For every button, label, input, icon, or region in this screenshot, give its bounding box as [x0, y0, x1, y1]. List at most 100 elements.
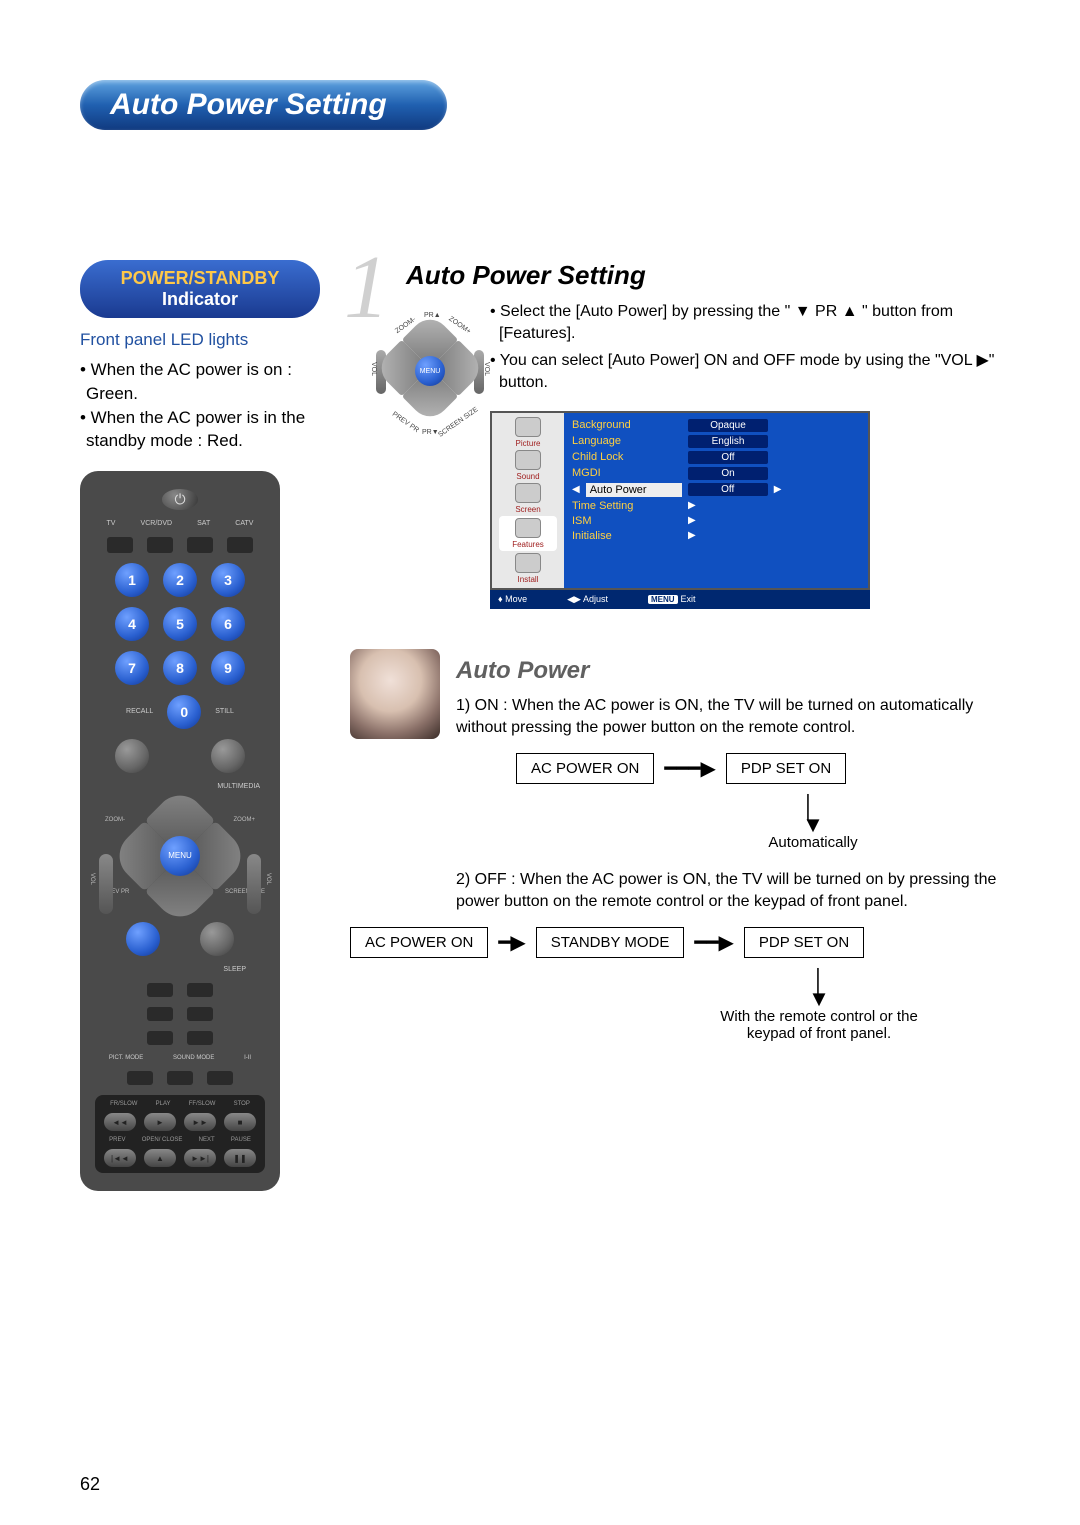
mute-button[interactable]	[126, 922, 160, 956]
tiny-3a[interactable]	[147, 1031, 173, 1045]
tiny-2a[interactable]	[147, 1007, 173, 1021]
i-ii-btn[interactable]	[207, 1071, 233, 1085]
recall-button[interactable]	[115, 739, 149, 773]
mode-catv: CATV	[235, 520, 253, 527]
submenu-arrow-icon: ▶	[688, 500, 696, 511]
ap-off-body: When the AC power is ON, the TV will be …	[456, 871, 996, 910]
osd-v-bg: Opaque	[688, 419, 768, 432]
mode-btn-sat[interactable]	[187, 537, 213, 553]
flow-off-down-wrap: │▼ With the remote control or the keypad…	[350, 972, 1020, 1041]
num-2[interactable]: 2	[163, 563, 197, 597]
tiny-3b[interactable]	[187, 1031, 213, 1045]
num-0[interactable]: 0	[167, 695, 201, 729]
num-1[interactable]: 1	[115, 563, 149, 597]
tiny-row-1	[94, 983, 266, 997]
osd-k-lang: Language	[572, 435, 682, 447]
osd-menu: Picture Sound Screen Features Install Ba…	[490, 411, 870, 590]
flow-off-box-2: STANDBY MODE	[536, 927, 685, 958]
mode-tv: TV	[107, 520, 116, 527]
bullet-1: • When the AC power is on : Green.	[86, 358, 320, 406]
osd-foot-menu-btn: MENU	[648, 595, 678, 604]
osd-row-childlock[interactable]: Child Lock Off	[572, 451, 860, 464]
osd-tab-features[interactable]: Features	[499, 516, 557, 551]
play-button[interactable]: ►	[144, 1113, 176, 1131]
still-button[interactable]	[211, 739, 245, 773]
osd-foot-adjust-text: Adjust	[583, 594, 608, 604]
indicator-pill: POWER/STANDBY Indicator	[80, 260, 320, 318]
sound-mode-btn[interactable]	[167, 1071, 193, 1085]
num-7[interactable]: 7	[115, 651, 149, 685]
recall-label: RECALL	[126, 708, 153, 715]
tiny-1b[interactable]	[187, 983, 213, 997]
osd-k-bg: Background	[572, 419, 682, 431]
pict-mode-btn[interactable]	[127, 1071, 153, 1085]
next-button[interactable]: ►►|	[184, 1149, 216, 1167]
arrow-right-icon-2: ━▶	[498, 930, 525, 955]
sound-mode-label: SOUND MODE	[173, 1055, 214, 1061]
num-4[interactable]: 4	[115, 607, 149, 641]
tiny-1a[interactable]	[147, 983, 173, 997]
bullet-2: • When the AC power is in the standby mo…	[86, 406, 320, 454]
osd-wrapper: Picture Sound Screen Features Install Ba…	[490, 411, 1020, 609]
ap-on-body: When the AC power is ON, the TV will be …	[456, 697, 973, 736]
stop-button[interactable]: ■	[224, 1113, 256, 1131]
open-close-button[interactable]: ▲	[144, 1149, 176, 1167]
num-3[interactable]: 3	[211, 563, 245, 597]
osd-v-mgdi: On	[688, 467, 768, 480]
num-9[interactable]: 9	[211, 651, 245, 685]
osd-row-timesetting[interactable]: Time Setting▶	[572, 500, 860, 512]
num-5[interactable]: 5	[163, 607, 197, 641]
vol-r-label: VOL	[265, 873, 271, 885]
osd-tab-install[interactable]: Install	[499, 553, 557, 584]
still-label: STILL	[215, 708, 234, 715]
tiny-2b[interactable]	[187, 1007, 213, 1021]
autopower-body: Auto Power 1) ON : When the AC power is …	[456, 649, 1020, 914]
picture-icon	[515, 417, 541, 437]
osd-v-cl: Off	[688, 451, 768, 464]
arrow-down-icon: │▼	[802, 798, 824, 833]
osd-footer: ♦ Move ◀▶ Adjust MENUExit	[490, 590, 870, 609]
pict-mode-label: PICT. MODE	[109, 1055, 143, 1061]
tr-l-prev: PREV	[109, 1137, 125, 1143]
arrow-right-icon-3: ━━▶	[694, 930, 733, 955]
mode-btn-catv[interactable]	[227, 537, 253, 553]
osd-tab-features-label: Features	[512, 540, 544, 549]
ff-button[interactable]: ►►	[184, 1113, 216, 1131]
osd-k-ism: ISM	[572, 515, 682, 527]
power-button[interactable]: ⏻	[162, 489, 198, 510]
rewind-button[interactable]: ◄◄	[104, 1113, 136, 1131]
mute-row	[94, 922, 266, 956]
ap-on-label: 1) ON :	[456, 697, 512, 714]
osd-foot-adjust: ◀▶ Adjust	[567, 594, 608, 605]
vol-down-pill[interactable]	[99, 854, 113, 914]
submenu-arrow-icon-3: ▶	[688, 530, 696, 541]
arrow-down-icon-2: │▼	[808, 972, 830, 1007]
indicator-bullets: • When the AC power is on : Green. • Whe…	[80, 358, 320, 453]
sleep-button[interactable]	[200, 922, 234, 956]
mode-btn-tv[interactable]	[107, 537, 133, 553]
pause-button[interactable]: ❚❚	[224, 1149, 256, 1167]
content-area: POWER/STANDBY Indicator Front panel LED …	[80, 260, 1020, 1191]
menu-button[interactable]: MENU	[160, 836, 200, 876]
num-6[interactable]: 6	[211, 607, 245, 641]
osd-tab-sound[interactable]: Sound	[499, 450, 557, 481]
osd-foot-move: ♦ Move	[498, 594, 527, 605]
osd-row-autopower[interactable]: ◀Auto PowerOff▶	[572, 483, 860, 497]
osd-row-mgdi[interactable]: MGDIOn	[572, 467, 860, 480]
sd-prdn: PR▼	[422, 429, 439, 436]
tiny-row-2	[94, 1007, 266, 1021]
osd-row-ism[interactable]: ISM▶	[572, 515, 860, 527]
func-row	[94, 739, 266, 773]
prev-button[interactable]: |◄◄	[104, 1149, 136, 1167]
osd-row-language[interactable]: LanguageEnglish	[572, 435, 860, 448]
osd-row-background[interactable]: Background Opaque	[572, 419, 860, 432]
osd-tab-screen[interactable]: Screen	[499, 483, 557, 514]
num-row-3: 7 8 9	[94, 651, 266, 685]
osd-k-cl: Child Lock	[572, 451, 682, 463]
num-8[interactable]: 8	[163, 651, 197, 685]
small-dpad-diagram: PR▲ ZOOM- ZOOM+ VOL VOL MENU PREV PR SCR…	[380, 306, 480, 436]
vol-up-pill[interactable]	[247, 854, 261, 914]
osd-tab-picture[interactable]: Picture	[499, 417, 557, 448]
osd-row-initialise[interactable]: Initialise▶	[572, 530, 860, 542]
mode-btn-vcrdvd[interactable]	[147, 537, 173, 553]
